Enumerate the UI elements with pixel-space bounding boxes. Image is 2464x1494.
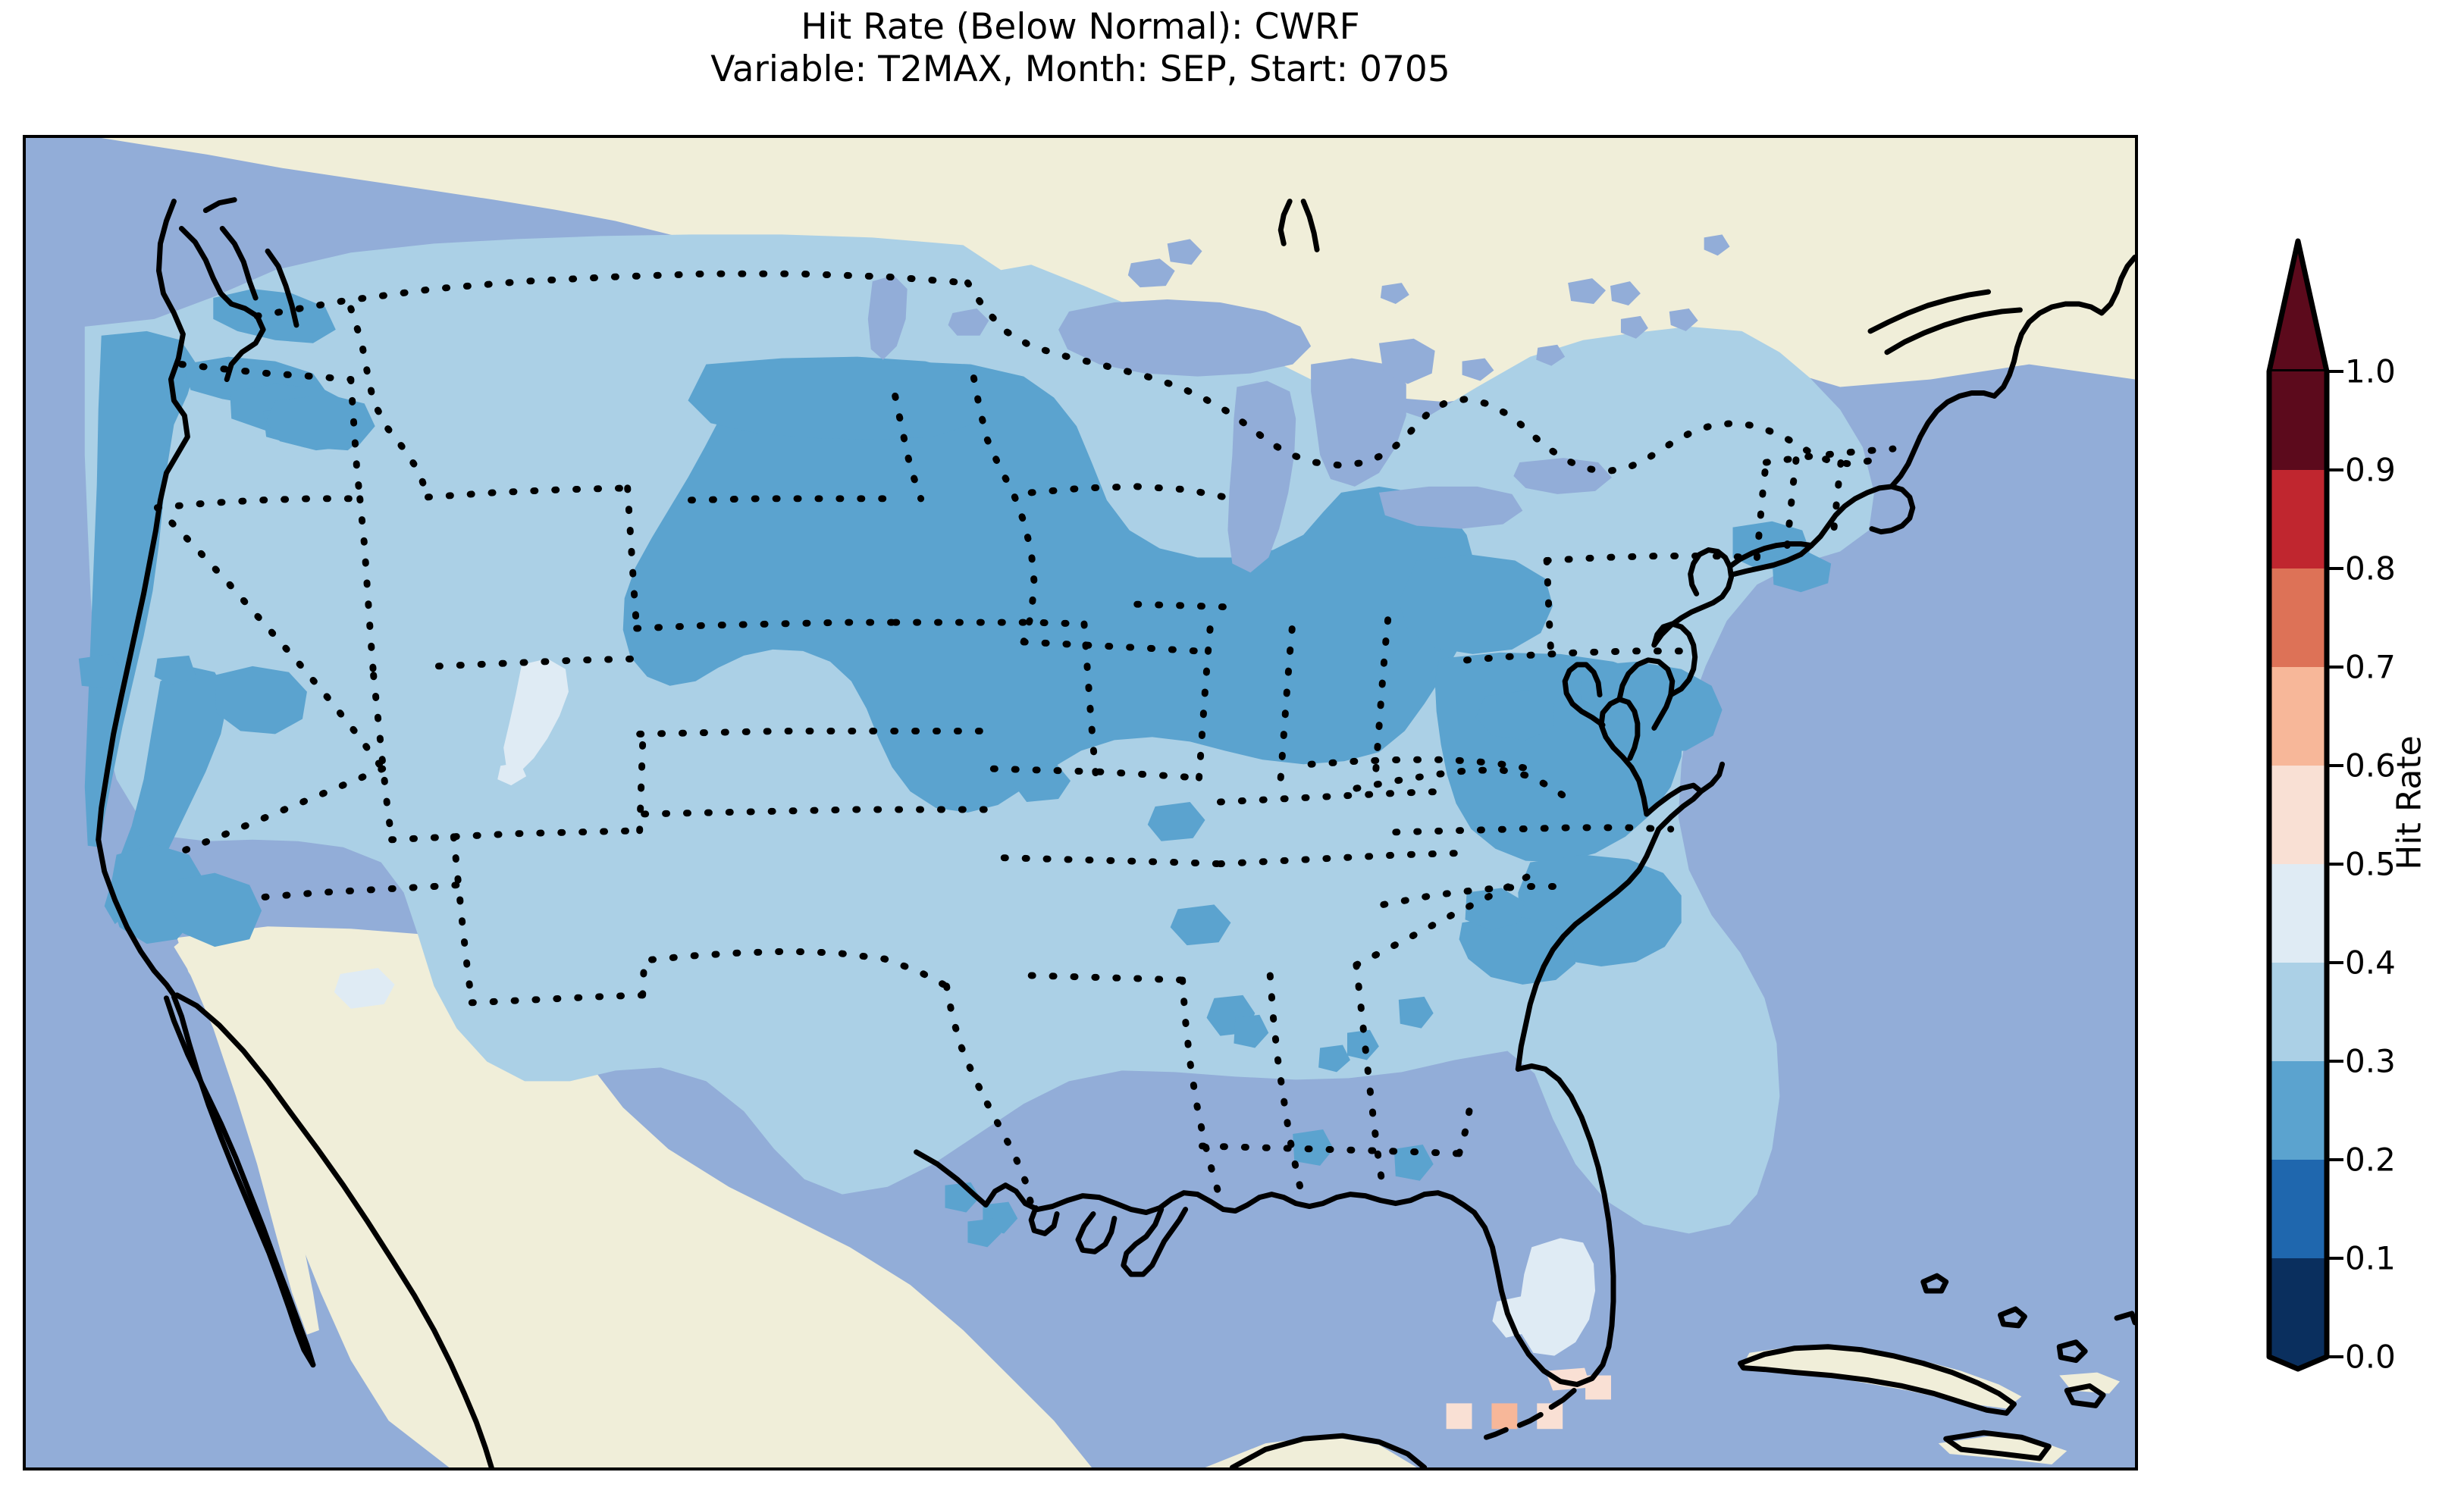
coastline-layer (96, 197, 2135, 1467)
colorbar-tick-label: 0.6 (2345, 747, 2396, 785)
colorbar-tick-mark (2327, 863, 2343, 866)
colorbar-graphic (2266, 238, 2330, 1372)
colorbar-tick-label: 0.3 (2345, 1042, 2396, 1080)
colorbar-tick-mark (2327, 567, 2343, 570)
colorbar-tick-mark (2327, 1257, 2343, 1260)
colorbar-tick-label: 0.5 (2345, 845, 2396, 883)
colorbar-tick-mark (2327, 370, 2343, 373)
map-axes (23, 135, 2138, 1471)
map-canvas (26, 138, 2135, 1467)
title-line-2: Variable: T2MAX, Month: SEP, Start: 0705 (710, 49, 1450, 90)
colorbar-tick-label: 0.7 (2345, 648, 2396, 686)
colorbar-tick-mark (2327, 666, 2343, 669)
colorbar-tick-mark (2327, 764, 2343, 767)
colorbar-tick-label: 1.0 (2345, 352, 2396, 390)
figure-title: Hit Rate (Below Normal): CWRF Variable: … (0, 6, 2161, 91)
colorbar-tick-label: 0.1 (2345, 1239, 2396, 1277)
colorbar-tick-label: 0.8 (2345, 550, 2396, 587)
great-lakes-layer (867, 234, 1730, 573)
state-border-layer (154, 270, 1897, 1209)
colorbar-tick-mark (2327, 961, 2343, 964)
colorbar-tick-mark (2327, 1158, 2343, 1161)
colorbar-tick-mark (2327, 1060, 2343, 1063)
colorbar-extend-high (2267, 239, 2329, 374)
colorbar-tick-mark (2327, 468, 2343, 471)
colorbar-tick-mark (2327, 1355, 2343, 1358)
colorbar-axis-label: Hit Rate (2390, 735, 2429, 870)
colorbar-tick-label: 0.2 (2345, 1141, 2396, 1179)
colorbar-tick-label: 0.0 (2345, 1338, 2396, 1376)
colorbar: 1.0 0.9 0.8 0.7 0.6 0.5 0.4 0.3 0.2 0.1 … (2266, 238, 2396, 1376)
colorbar-tick-label: 0.4 (2345, 944, 2396, 982)
colorbar-tick-label: 0.9 (2345, 451, 2396, 489)
title-line-1: Hit Rate (Below Normal): CWRF (801, 6, 1360, 48)
